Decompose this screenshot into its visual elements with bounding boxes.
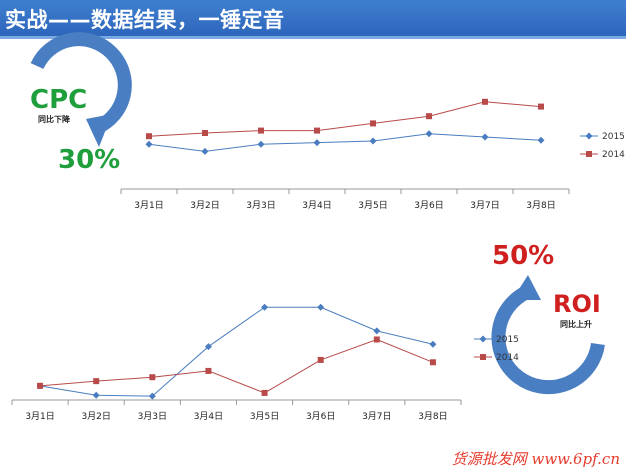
x-tick-label: 3月5日 xyxy=(358,200,387,211)
series-line-2015 xyxy=(39,306,434,397)
data-point-2014 xyxy=(261,389,268,396)
data-point-2014 xyxy=(429,359,436,366)
data-point-2015 xyxy=(201,147,209,155)
roi-label: ROI xyxy=(553,290,601,318)
data-point-2015 xyxy=(425,130,433,138)
data-point-2015 xyxy=(92,391,100,399)
slide-header: 实战——数据结果，一锤定音 xyxy=(0,0,626,39)
x-tick-label: 3月3日 xyxy=(138,411,167,422)
data-point-2015 xyxy=(145,140,153,148)
data-point-2014 xyxy=(373,336,380,343)
legend-marker-2015 xyxy=(585,132,593,140)
data-point-2015 xyxy=(313,139,321,147)
legend-label-2015: 2015 xyxy=(602,132,625,142)
x-tick-label: 3月1日 xyxy=(25,411,54,422)
data-point-2014 xyxy=(426,113,432,120)
series-line-2014 xyxy=(148,101,542,137)
x-tick-label: 3月5日 xyxy=(250,411,279,422)
legend-label-2015: 2015 xyxy=(496,335,519,345)
data-point-2014 xyxy=(202,130,208,136)
data-point-2014 xyxy=(482,98,488,105)
data-point-2015 xyxy=(369,137,377,145)
data-point-2015 xyxy=(373,327,381,335)
data-point-2014 xyxy=(258,127,264,134)
x-tick-label: 3月7日 xyxy=(470,200,499,211)
data-point-2015 xyxy=(204,343,212,351)
x-tick-label: 3月8日 xyxy=(526,200,555,211)
x-tick-label: 3月6日 xyxy=(306,411,335,422)
cpc-percentage: 30% xyxy=(58,145,121,175)
data-point-2015 xyxy=(429,340,437,348)
data-point-2014 xyxy=(314,127,320,134)
data-point-2014 xyxy=(149,374,156,381)
legend-label-2014: 2014 xyxy=(602,150,625,160)
data-point-2015 xyxy=(261,303,269,311)
legend-label-2014: 2014 xyxy=(496,353,519,363)
data-point-2014 xyxy=(37,382,44,389)
data-point-2014 xyxy=(370,120,376,127)
legend-marker-2014 xyxy=(586,151,592,157)
x-tick-label: 3月7日 xyxy=(362,411,391,422)
series-line-2014 xyxy=(40,338,434,394)
x-tick-label: 3月8日 xyxy=(418,411,447,422)
data-point-2015 xyxy=(537,136,545,144)
cpc-label: CPC xyxy=(30,85,88,115)
watermark-text: 货源批发网 www.6pf.cn xyxy=(451,450,620,468)
cpc-sub-label: 同比下降 xyxy=(38,115,70,124)
slide-title: 实战——数据结果，一锤定音 xyxy=(5,8,285,32)
data-point-2014 xyxy=(317,356,324,363)
legend-marker-2014 xyxy=(480,354,486,360)
x-tick-label: 3月4日 xyxy=(302,200,331,211)
data-point-2015 xyxy=(481,133,489,141)
legend-marker-2015 xyxy=(479,335,487,343)
x-tick-label: 3月6日 xyxy=(414,200,443,211)
roi-percentage: 50% xyxy=(492,241,555,271)
roi-line-chart: 3月1日 3月2日 3月3日 3月4日 3月5日 3月6日 3月7日 3月8日 2015 2014 xyxy=(11,303,519,422)
x-tick-label: 3月2日 xyxy=(190,200,219,211)
x-tick-label: 3月4日 xyxy=(194,411,223,422)
data-point-2014 xyxy=(205,367,212,374)
data-point-2015 xyxy=(148,392,156,400)
x-tick-label: 3月3日 xyxy=(246,200,275,211)
cpc-down-arrow-icon xyxy=(30,32,132,147)
data-point-2014 xyxy=(93,378,100,385)
data-point-2014 xyxy=(538,103,544,110)
series-line-2015 xyxy=(148,133,542,152)
x-tick-label: 3月1日 xyxy=(134,200,163,211)
data-point-2014 xyxy=(146,133,152,140)
roi-sub-label: 同比上升 xyxy=(560,320,592,329)
roi-up-arrow-icon xyxy=(491,275,605,395)
x-tick-label: 3月2日 xyxy=(81,411,110,422)
data-point-2015 xyxy=(317,303,325,311)
cpc-line-chart: 3月1日 3月2日 3月3日 3月4日 3月5日 3月6日 3月7日 3月8日 2015 2014 xyxy=(120,98,625,211)
data-point-2015 xyxy=(257,140,265,148)
